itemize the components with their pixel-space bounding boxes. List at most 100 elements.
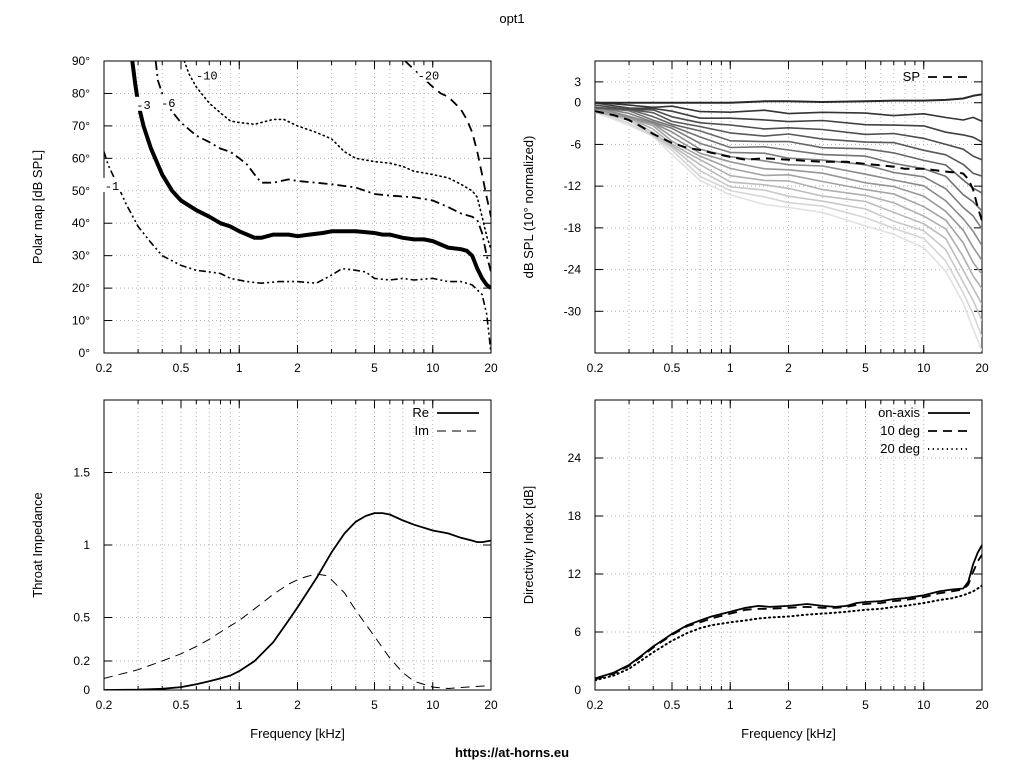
x-tick-label: 5 [371,361,378,375]
y-tick-label: 0.5 [73,611,90,625]
y-tick-label: 40° [72,216,90,230]
y-tick-label: 30° [72,249,90,263]
series-line [595,554,982,681]
y-tick-label: 70° [72,119,90,133]
x-tick-label: 5 [862,361,869,375]
polar-response-line [595,110,982,322]
y-tick-label: -24 [564,263,582,277]
x-tick-label: 2 [785,698,792,712]
contour-label: -3 [136,99,150,113]
contour-label: -6 [161,97,175,111]
polar-response-line [595,93,982,104]
y-axis-label: Polar map [dB SPL] [30,150,45,264]
contour-line [104,151,491,353]
y-tick-label: 18 [568,509,582,523]
contour-line [154,61,491,273]
polar-response-line [595,111,982,352]
legend-label: 10 deg [880,423,920,438]
x-tick-label: 0.5 [664,361,681,375]
polar-response-line [595,102,982,143]
y-tick-label: 24 [568,451,582,465]
y-tick-label: 12 [568,567,582,581]
y-tick-label: -30 [564,304,582,318]
y-tick-label: -6 [570,137,581,151]
y-tick-label: 0.2 [73,654,90,668]
legend-label: SP [903,69,920,84]
series-line [104,512,491,690]
x-tick-label: 0.2 [587,698,604,712]
contour-label: -10 [196,70,218,84]
x-tick-label: 0.2 [96,361,113,375]
y-tick-label: 0 [574,96,581,110]
y-tick-label: 50° [72,184,90,198]
x-tick-label: 20 [484,698,498,712]
y-tick-label: 60° [72,151,90,165]
y-tick-label: 20° [72,281,90,295]
x-tick-label: 1 [236,361,243,375]
x-axis-label: Frequency [kHz] [741,726,836,741]
y-axis-label: Throat Impedance [30,492,45,598]
legend-label: 20 deg [880,441,920,456]
x-tick-label: 1 [727,698,734,712]
x-tick-label: 1 [727,361,734,375]
x-tick-label: 20 [975,698,989,712]
polar-response-line [595,106,982,247]
x-tick-label: 10 [426,361,440,375]
contour-line [130,61,491,290]
y-tick-label: 0 [83,683,90,697]
y-tick-label: 3 [574,75,581,89]
x-tick-label: 10 [917,361,931,375]
polar-response-line [595,101,982,123]
polar-response-line [595,110,982,275]
contour-label: -20 [418,70,440,84]
polar-response-line [595,111,982,305]
x-tick-label: 0.5 [173,361,190,375]
polar-response-line [595,107,982,212]
series-line [104,573,491,689]
x-tick-label: 2 [785,361,792,375]
polar-response-line [595,108,982,261]
x-tick-label: 10 [917,698,931,712]
footer-url: https://at-horns.eu [455,745,569,760]
impedance-panel: 0.2 0.5 1 2 5 10 20 0 0.2 0.5 1 1.5 Throat Impedance… [30,399,498,741]
x-tick-label: 20 [975,361,989,375]
y-tick-label: 80° [72,86,90,100]
contour-label-bg [132,96,155,111]
sp-line [595,110,982,222]
contour-label-bg [101,177,124,192]
y-tick-label: 6 [574,625,581,639]
contour-line [404,61,491,217]
x-tick-label: 20 [484,361,498,375]
polar-panel: 0.2 0.5 1 2 5 10 20 0° 10° 20° 30° 40° 50° 60° 70° 80° 9… [30,54,498,375]
polar-response-line [595,106,982,230]
x-tick-label: 0.2 [96,698,113,712]
polar-response-line [595,106,982,177]
y-axis-label: Directivity Index [dB] [521,486,536,605]
y-tick-label: 1 [83,538,90,552]
contour-line [183,61,491,250]
x-tick-label: 2 [294,698,301,712]
x-tick-label: 0.5 [173,698,190,712]
legend-label: on-axis [878,405,920,420]
polar-response-line [595,111,982,290]
y-tick-label: 1.5 [73,466,90,480]
y-tick-label: 10° [72,314,90,328]
legend-label: Re [412,405,429,420]
contour-label-bg [417,67,440,82]
contour-label: -1 [105,180,119,194]
y-tick-label: -18 [564,221,582,235]
x-tick-label: 10 [426,698,440,712]
figure-title: opt1 [499,11,524,26]
polar-response-line [595,104,982,161]
x-tick-label: 1 [236,698,243,712]
y-tick-label: 0° [79,346,91,360]
polar-response-line [595,110,982,337]
contour-label-bg [157,95,180,110]
x-tick-label: 0.5 [664,698,681,712]
x-tick-label: 2 [294,361,301,375]
x-tick-label: 0.2 [587,361,604,375]
y-tick-label: 0 [574,683,581,697]
